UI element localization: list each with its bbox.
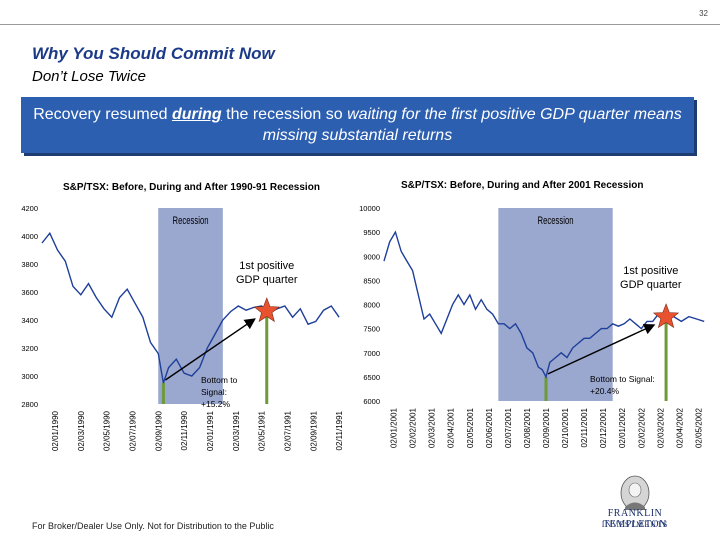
chart-2-x-tick-label: 02/04/2002	[675, 407, 684, 448]
chart-1-signal-star	[253, 297, 280, 323]
portrait-icon	[620, 475, 650, 511]
callout-emphasis: during	[171, 106, 222, 123]
chart-2-title: S&P/TSX: Before, During and After 2001 R…	[401, 180, 644, 191]
chart-1-bottom-label-line2: Signal:	[201, 387, 227, 397]
chart-2-x-tick-label: 02/01/2001	[390, 407, 399, 448]
disclaimer-footer: For Broker/Dealer Use Only. Not for Dist…	[32, 521, 274, 531]
chart-1-x-tick-label: 02/07/1991	[283, 410, 292, 451]
chart-2-x-tick-label: 02/01/2002	[618, 407, 627, 448]
chart-1-recession-band	[158, 208, 223, 404]
chart-2-x-tick-label: 02/12/2001	[599, 407, 608, 448]
header-divider	[0, 24, 720, 25]
chart-2-y-tick-label: 8000	[363, 301, 380, 310]
chart-1-x-tick-label: 02/01/1991	[206, 410, 215, 451]
chart-1-recession-label: Recession	[173, 215, 209, 227]
chart-1-x-tick-label: 02/11/1991	[335, 410, 344, 450]
chart-2-x-tick-label: 02/05/2002	[694, 407, 703, 448]
franklin-templeton-logo: FRANKLIN TEMPLETON INVESTMENTS	[575, 474, 695, 536]
chart-2-signal-bar	[664, 318, 668, 401]
callout-text-3: waiting for the first positive GDP quart…	[262, 106, 682, 144]
chart-2-series-line	[383, 230, 705, 379]
chart-2-bottom-label-line2: +20.4%	[590, 386, 620, 396]
chart-1-x-tick-label: 02/05/1990	[103, 410, 112, 451]
chart-1-y-tick-label: 2800	[21, 400, 38, 409]
chart-2-x-tick-label: 02/05/2001	[466, 407, 475, 448]
page-subtitle: Don’t Lose Twice	[32, 68, 146, 85]
chart-1-x-tick-label: 02/05/1991	[258, 410, 267, 451]
chart-1-signal-bar	[265, 313, 269, 404]
chart-2-x-tick-label: 02/11/2001	[580, 407, 589, 447]
chart-2-y-tick-label: 9500	[363, 228, 380, 237]
chart-1-y-tick-label: 3400	[21, 316, 38, 325]
chart-2-y-tick-label: 6000	[363, 397, 380, 406]
chart-1-bottom-bar	[161, 383, 165, 404]
chart-2-x-tick-label: 02/04/2001	[447, 407, 456, 448]
chart-2-y-tick-label: 10000	[359, 204, 380, 213]
page-title: Why You Should Commit Now	[32, 44, 275, 63]
chart-2-y-tick-label: 7000	[363, 349, 380, 358]
chart-2-bottom-bar	[544, 376, 548, 401]
callout-text-2: the recession so	[221, 106, 348, 123]
chart-1-x-tick-label: 02/01/1990	[51, 410, 60, 451]
chart-1-bottom-label-line1: Bottom to	[201, 375, 238, 385]
chart-2-x-tick-label: 02/09/2001	[542, 407, 551, 448]
callout-text-1: Recovery resumed	[33, 106, 172, 123]
chart-1-y-tick-label: 4200	[21, 204, 38, 213]
chart-2-y-tick-label: 8500	[363, 276, 380, 285]
chart-1-series-line	[41, 231, 340, 384]
chart-2-gain-arrow	[547, 323, 656, 375]
chart-2-bottom-label-line1: Bottom to Signal:	[590, 374, 655, 384]
chart-2-x-tick-label: 02/06/2001	[485, 407, 494, 448]
chart-1-y-tick-label: 4000	[21, 232, 38, 241]
chart-1-gain-arrow	[165, 318, 256, 381]
chart-2-signal-label-line1: 1st positive	[623, 265, 678, 277]
chart-1-y-tick-label: 3000	[21, 372, 38, 381]
chart-2-signal-star	[652, 303, 680, 329]
chart-1-x-tick-label: 02/11/1990	[180, 410, 189, 450]
page-number: 32	[699, 9, 708, 18]
chart-2-y-tick-label: 6500	[363, 373, 380, 382]
chart-2-signal-label-line2: GDP quarter	[620, 279, 682, 291]
chart-1-y-tick-label: 3200	[21, 344, 38, 353]
chart-1-signal-label-line2: GDP quarter	[236, 274, 298, 286]
chart-1-bottom-label-line3: +15.2%	[201, 399, 231, 409]
chart-2-y-tick-label: 9000	[363, 252, 380, 261]
chart-1-title: S&P/TSX: Before, During and After 1990-9…	[63, 182, 320, 193]
logo-subline: INVESTMENTS	[601, 520, 669, 529]
chart-1-x-tick-label: 02/09/1990	[154, 410, 163, 451]
chart-2-x-tick-label: 02/03/2002	[656, 407, 665, 448]
chart-2-recession-band	[498, 208, 613, 401]
chart-1-y-tick-label: 3800	[21, 260, 38, 269]
chart-2-x-tick-label: 02/03/2001	[428, 407, 437, 448]
chart-1-x-tick-label: 02/03/1990	[77, 410, 86, 451]
chart-1-x-tick-label: 02/07/1990	[128, 410, 137, 451]
chart-2-x-tick-label: 02/08/2001	[523, 407, 532, 448]
chart-1-y-tick-label: 3600	[21, 288, 38, 297]
chart-1-x-tick-label: 02/09/1991	[309, 410, 318, 451]
logo-wordmark: FRANKLIN TEMPLETON	[603, 508, 667, 530]
chart-2-x-tick-label: 02/02/2002	[637, 407, 646, 448]
chart-2-recession-label: Recession	[538, 215, 574, 227]
chart-2-x-tick-label: 02/07/2001	[504, 407, 513, 448]
key-message-callout: Recovery resumed during the recession so…	[21, 97, 694, 153]
chart-2-x-tick-label: 02/02/2001	[409, 407, 418, 448]
chart-2-x-tick-label: 02/10/2001	[561, 407, 570, 448]
chart-1-signal-label-line1: 1st positive	[239, 260, 294, 272]
chart-2-y-tick-label: 7500	[363, 325, 380, 334]
chart-1-x-tick-label: 02/03/1991	[232, 410, 241, 451]
